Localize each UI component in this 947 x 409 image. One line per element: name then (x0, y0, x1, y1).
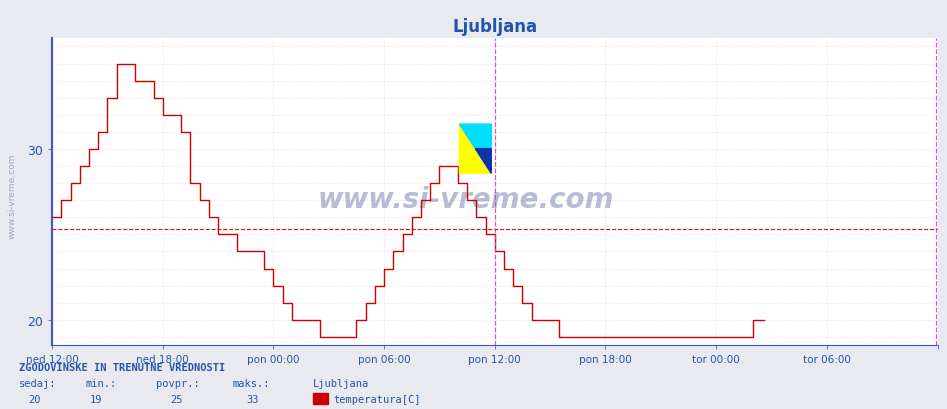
Text: 33: 33 (246, 393, 259, 404)
Text: temperatura[C]: temperatura[C] (333, 393, 420, 404)
Text: www.si-vreme.com: www.si-vreme.com (318, 186, 615, 213)
Text: www.si-vreme.com: www.si-vreme.com (8, 154, 17, 239)
Text: Ljubljana: Ljubljana (313, 378, 368, 389)
Text: sedaj:: sedaj: (19, 378, 57, 389)
Text: ZGODOVINSKE IN TRENUTNE VREDNOSTI: ZGODOVINSKE IN TRENUTNE VREDNOSTI (19, 362, 225, 372)
Text: 19: 19 (90, 393, 102, 404)
Text: min.:: min.: (85, 378, 116, 389)
Title: Ljubljana: Ljubljana (453, 18, 537, 36)
Text: 20: 20 (28, 393, 41, 404)
Polygon shape (459, 125, 491, 174)
Text: 25: 25 (170, 393, 183, 404)
Text: povpr.:: povpr.: (156, 378, 200, 389)
Polygon shape (459, 125, 491, 174)
Text: maks.:: maks.: (232, 378, 270, 389)
Polygon shape (475, 149, 491, 174)
